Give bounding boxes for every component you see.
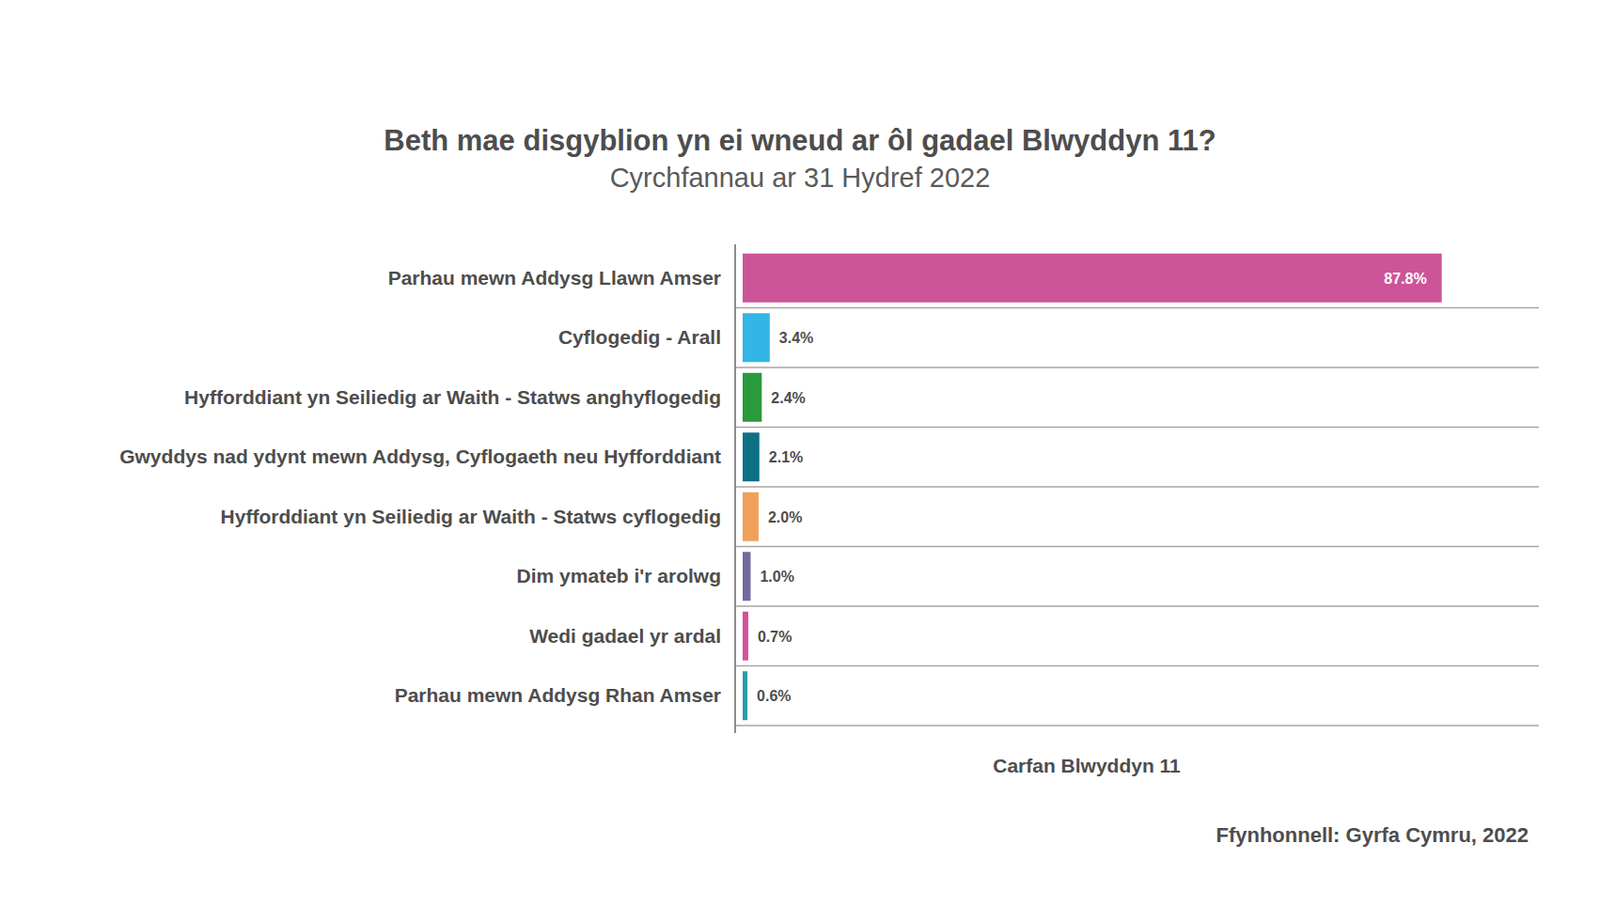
row-separator xyxy=(735,307,1539,310)
bar xyxy=(742,373,762,423)
bars xyxy=(742,253,1443,722)
category-label: Wedi gadael yr ardal xyxy=(529,625,722,647)
row-separator xyxy=(735,366,1539,369)
row-separator xyxy=(735,665,1539,668)
data-label: 0.6% xyxy=(756,688,791,705)
row-separator xyxy=(735,605,1539,608)
category-label: Parhau mewn Addysg Rhan Amser xyxy=(394,684,722,706)
row-separator xyxy=(735,546,1539,549)
data-label: 2.0% xyxy=(768,509,802,526)
bar xyxy=(742,611,749,661)
category-label: Cyflogedig - Arall xyxy=(558,326,722,348)
data-label: 87.8% xyxy=(1383,270,1427,287)
data-label: 2.4% xyxy=(770,390,805,407)
row-separator xyxy=(735,724,1539,727)
data-label: 1.0% xyxy=(759,568,794,585)
category-label: Parhau mewn Addysg Llawn Amser xyxy=(388,266,722,289)
bar xyxy=(742,253,1443,303)
category-label: Hyfforddiant yn Seiliedig ar Waith - Sta… xyxy=(184,386,722,408)
row-separator xyxy=(735,486,1539,488)
category-axis xyxy=(734,244,737,734)
category-label: Hyfforddiant yn Seiliedig ar Waith - Sta… xyxy=(220,505,722,528)
bar xyxy=(742,492,759,542)
category-label: Gwyddys nad ydynt mewn Addysg, Cyflogaet… xyxy=(119,445,722,468)
source: Ffynhonnell: Gyrfa Cymru, 2022 xyxy=(1215,823,1529,848)
bar xyxy=(742,551,751,601)
data-label: 3.4% xyxy=(779,329,814,346)
row-separator xyxy=(735,426,1539,429)
row-lines xyxy=(735,308,1539,727)
bar xyxy=(742,313,770,362)
data-label: 2.1% xyxy=(768,449,803,466)
title: Beth mae disgyblion yn ei wneud ar ôl ga… xyxy=(383,124,1216,157)
chart: Beth mae disgyblion yn ei wneud ar ôl ga… xyxy=(0,0,1600,906)
data-label: 0.7% xyxy=(757,628,792,645)
x-axis-label: Carfan Blwyddyn 11 xyxy=(992,754,1181,777)
subtitle: Cyrchfannau ar 31 Hydref 2022 xyxy=(610,162,991,193)
bar xyxy=(742,671,748,721)
bar xyxy=(742,432,760,482)
labels: Parhau mewn Addysg Llawn Amser 87.8% Cyflo… xyxy=(119,266,1427,707)
category-label: Dim ymateb i'r arolwg xyxy=(517,564,722,587)
